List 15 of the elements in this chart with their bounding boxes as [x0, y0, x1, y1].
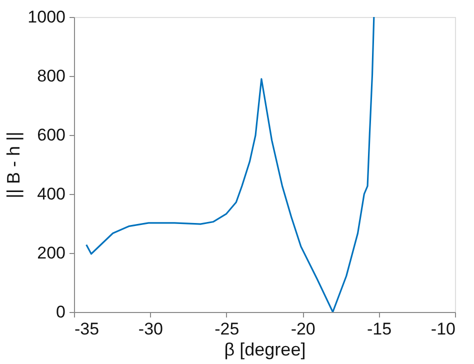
y-tick-label: 0 [56, 302, 66, 322]
x-tick-label: -15 [367, 320, 392, 338]
y-tick-label: 200 [37, 244, 66, 262]
line-series [86, 17, 375, 312]
x-axis-title: β [degree] [224, 340, 306, 360]
y-tick-label: 800 [37, 66, 66, 86]
y-tick-label: 600 [37, 126, 66, 144]
x-tick-label: -30 [138, 320, 163, 338]
x-tick-label: -25 [214, 320, 240, 338]
y-tick-label: 400 [37, 184, 66, 204]
y-tick-label: 1000 [28, 8, 66, 26]
y-axis-title: || B - h || [4, 132, 24, 198]
x-tick-label: -10 [430, 320, 456, 338]
x-tick-label: -35 [74, 320, 100, 338]
x-tick-label: -20 [290, 320, 316, 338]
